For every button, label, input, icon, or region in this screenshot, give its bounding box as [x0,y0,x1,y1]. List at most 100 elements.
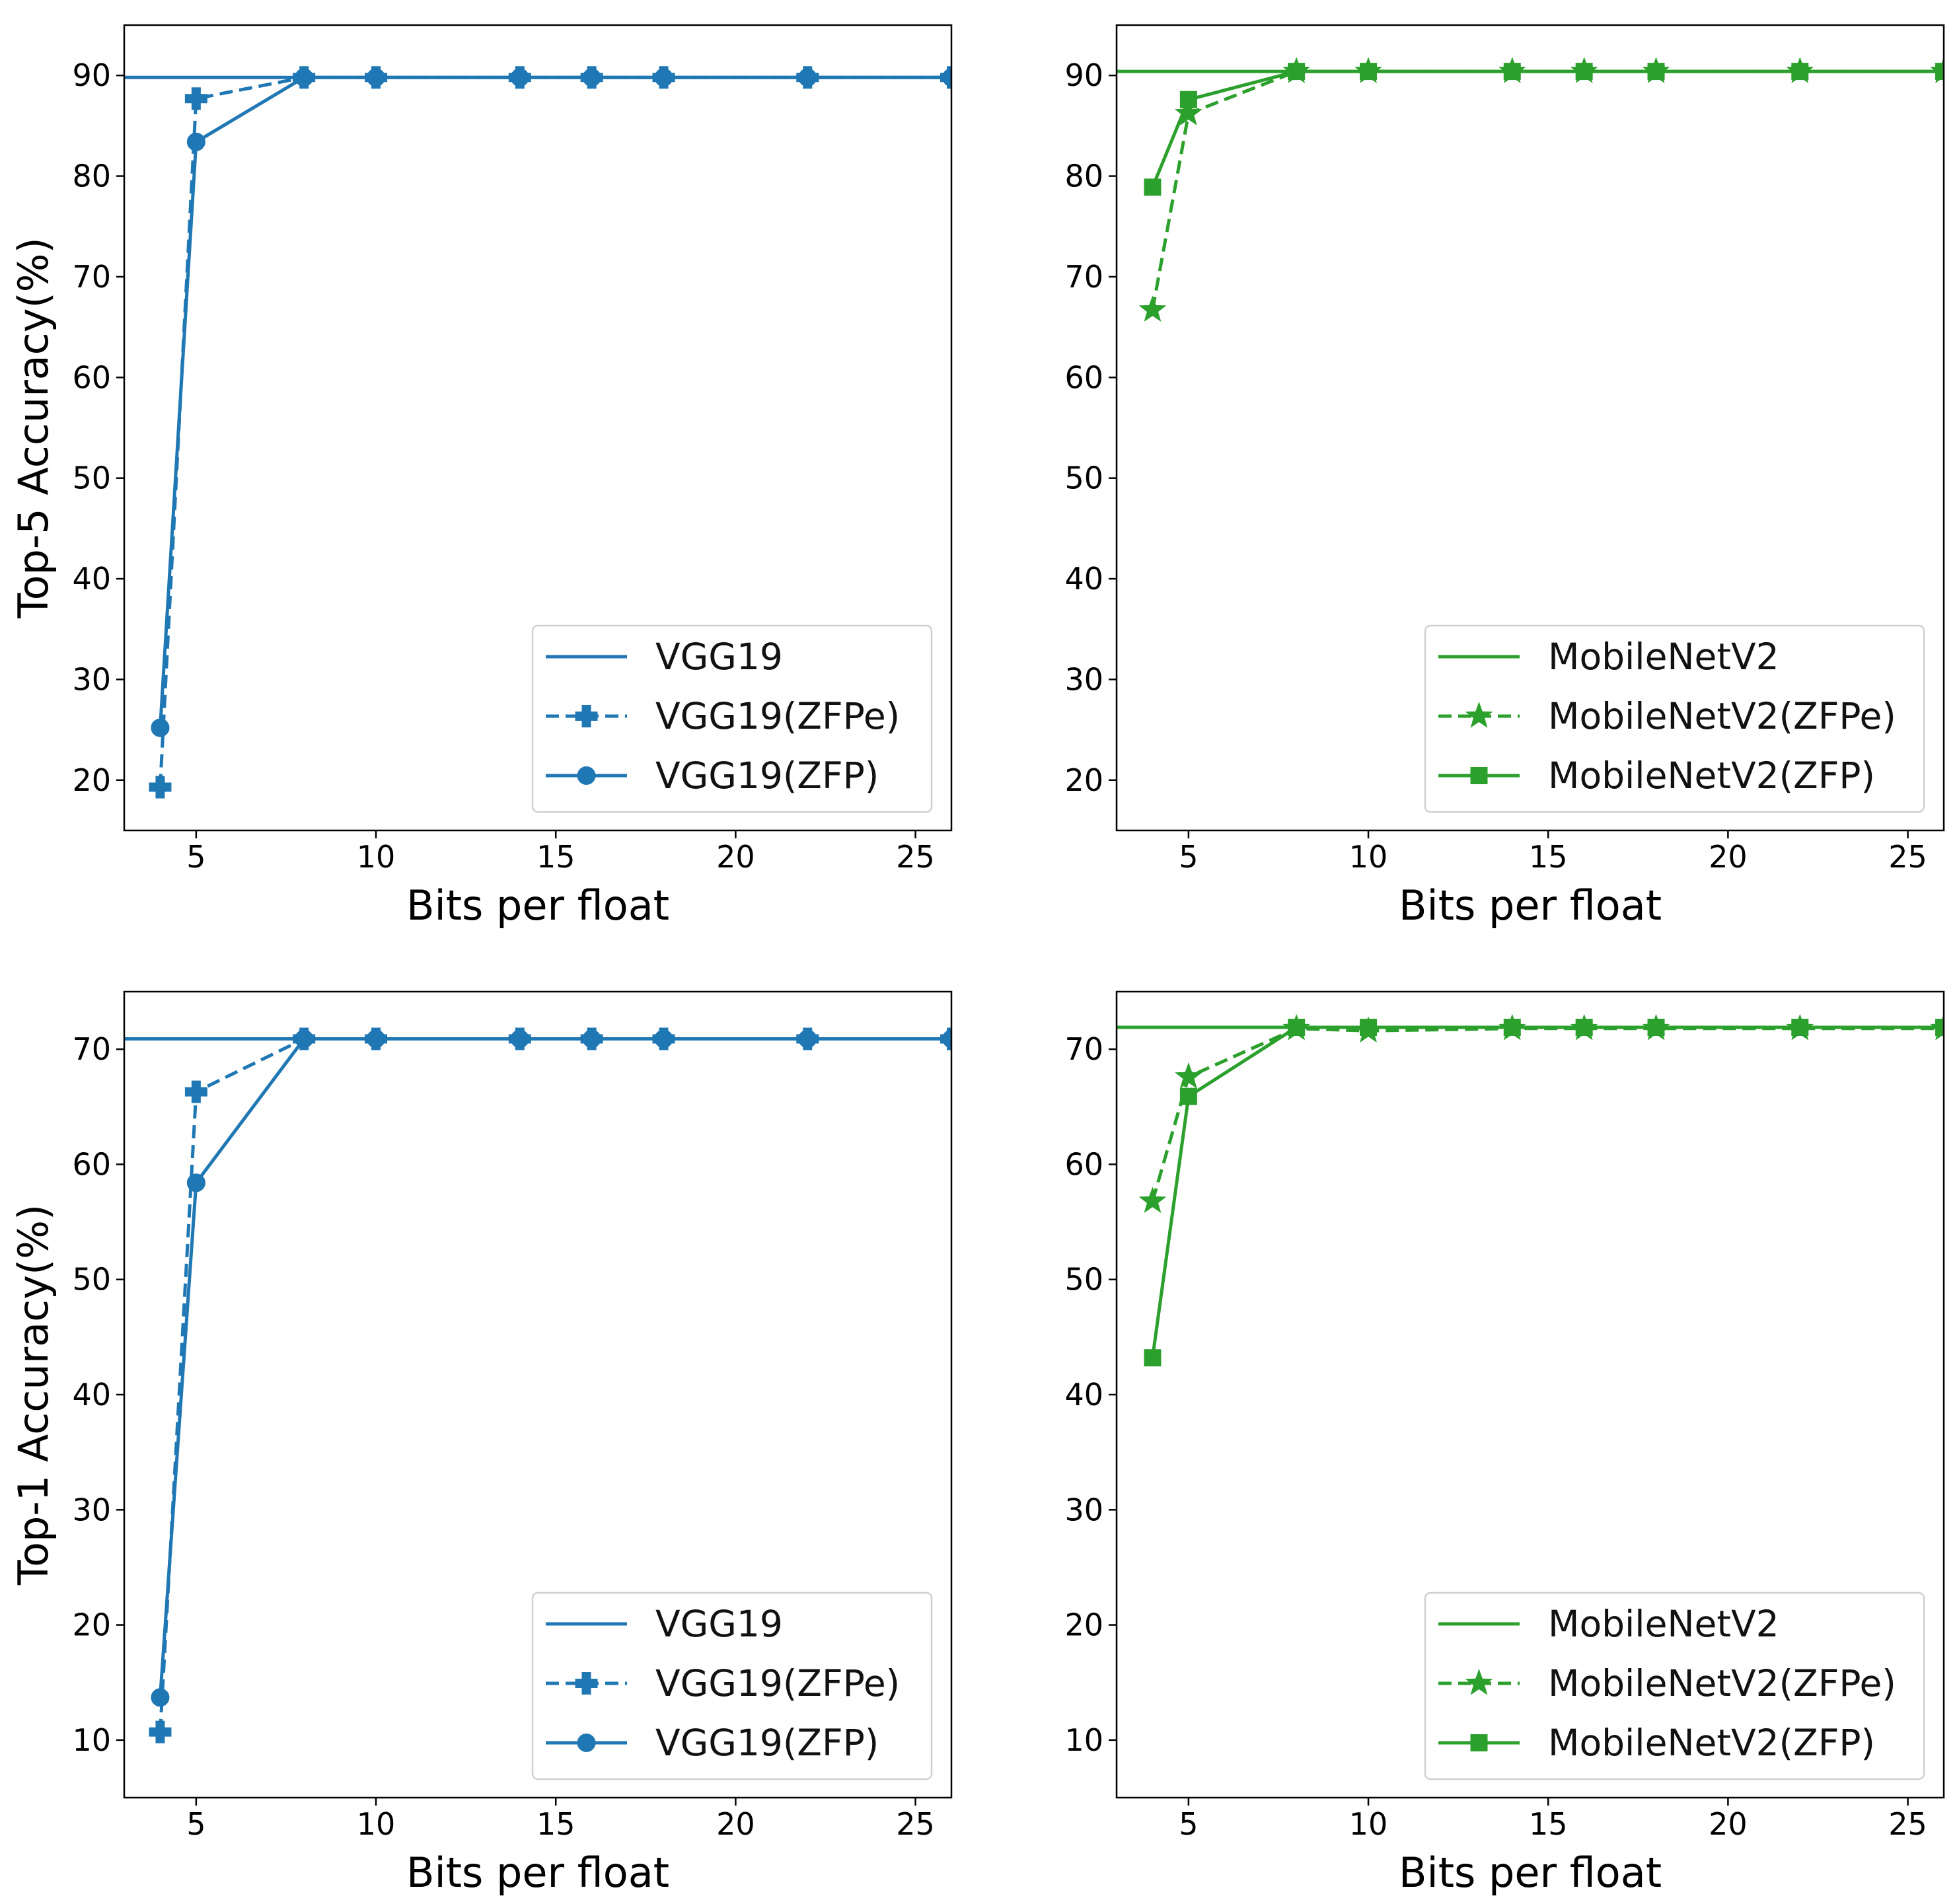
data-point [1288,63,1306,81]
chart-panel-top1-vgg: 5 10 15 20 25 10 20 30 40 50 60 70 Bits per float Top… [9,990,953,1897]
data-point [295,68,314,87]
legend-label: VGG19(ZFPe) [655,695,900,737]
y-tick-label: 50 [1064,460,1103,496]
x-tick-label: 5 [1179,1806,1198,1842]
data-point [151,718,170,737]
data-point [1174,99,1202,126]
data-point [582,68,601,87]
series-line-MobileNetV2(ZFP) [1151,69,1944,188]
y-tick-label: 30 [72,661,111,697]
plot-frame [123,990,953,1799]
y-tick-label: 20 [72,762,111,798]
data-point [1935,63,1944,81]
data-point [1575,63,1593,81]
data-point [1791,1019,1809,1037]
y-tick-label: 40 [72,561,111,597]
y-tick-label: 60 [72,1146,111,1182]
legend-marker-plus [575,1672,598,1695]
legend-label: VGG19 [655,1603,783,1645]
y-tick-label: 20 [1064,762,1103,798]
x-axis-label: Bits per float [406,1849,669,1897]
y-tick-label: 40 [1064,561,1103,597]
x-tick-label: 20 [716,1806,755,1842]
y-tick-label: 50 [72,460,111,496]
legend: VGG19 VGG19(ZFPe) VGG19(ZFP) [531,1592,933,1780]
data-point [1503,1019,1521,1037]
y-tick-label: 60 [1064,359,1103,395]
plot-frame [123,24,953,832]
data-point [1935,1019,1944,1037]
data-point [510,1029,529,1048]
legend-label: MobileNetV2(ZFPe) [1548,695,1896,737]
legend-box [531,624,933,813]
legend-marker-square [1470,767,1488,784]
x-tick-label: 15 [1529,839,1568,875]
data-point [1647,63,1665,81]
data-point [1138,1187,1167,1213]
data-point [184,1080,207,1103]
legend-marker-star [1465,1669,1493,1695]
x-tick-label: 15 [1529,1806,1568,1842]
x-tick-label: 25 [1888,1806,1927,1842]
x-tick-label: 5 [186,1806,205,1842]
data-point [510,68,529,87]
legend-marker-star [1465,702,1493,728]
y-tick-label: 50 [1064,1262,1103,1298]
data-point [1138,295,1167,322]
y-axis-label: Top-5 Accuracy(%) [9,237,57,619]
x-tick-label: 15 [536,1806,575,1842]
legend: VGG19 VGG19(ZFPe) VGG19(ZFP) [531,624,933,813]
data-point [798,1029,817,1048]
x-tick-label: 10 [357,1806,396,1842]
data-point [798,68,817,87]
x-tick-label: 5 [186,839,205,875]
data-point [1174,1062,1202,1089]
data-point [582,1029,601,1048]
data-point [367,68,386,87]
x-tick-label: 10 [1349,1806,1388,1842]
data-point [295,1029,314,1048]
y-tick-label: 30 [72,1492,111,1527]
chart-panel-top1-mobilenet: 5 10 15 20 25 10 20 30 40 50 60 70 Bits per float Mob… [1064,990,1945,1897]
series-line-MobileNetV2(ZFPe) [1150,1027,1944,1202]
legend-label: MobileNetV2(ZFPe) [1548,1662,1896,1704]
y-tick-label: 80 [72,159,111,194]
x-tick-label: 25 [896,1806,935,1842]
data-point [149,776,172,799]
plot-area [124,1027,951,1743]
y-tick-label: 60 [1064,1146,1103,1182]
y-tick-label: 50 [72,1262,111,1298]
legend-label: VGG19(ZFP) [655,754,879,797]
y-axis-label: Top-1 Accuracy(%) [9,1204,57,1586]
y-tick-label: 70 [72,259,111,295]
y-tick-label: 90 [1064,57,1103,93]
x-tick-label: 20 [1709,1806,1748,1842]
y-tick-label: 40 [1064,1377,1103,1412]
legend-marker-circle [577,1734,596,1752]
data-point [1503,63,1521,81]
x-axis-label: Bits per float [406,881,669,930]
y-tick-label: 40 [72,1377,111,1412]
series-markers-VGG19(ZFP) [151,1029,951,1707]
data-point [654,1029,673,1048]
data-point [1179,91,1197,108]
legend-label: VGG19(ZFP) [655,1722,879,1764]
data-point [1647,1019,1665,1037]
data-point [1288,1019,1306,1037]
x-tick-label: 20 [716,839,755,875]
data-point [1179,1087,1197,1105]
series-line-MobileNetV2(ZFPe) [1150,69,1944,311]
legend-label: VGG19 [655,636,783,678]
x-tick-label: 10 [1349,839,1388,875]
y-tick-label: 60 [72,359,111,395]
legend-box [1424,624,1925,813]
series-markers-MobileNetV2(ZFPe) [1138,57,1944,322]
plot-area [1117,57,1944,322]
legend-label: MobileNetV2(ZFP) [1548,1722,1875,1764]
data-point [1575,1019,1593,1037]
y-tick-label: 30 [1064,1492,1103,1527]
legend-box [1424,1592,1925,1780]
legend-marker-circle [577,766,596,785]
x-tick-label: 5 [1179,839,1198,875]
